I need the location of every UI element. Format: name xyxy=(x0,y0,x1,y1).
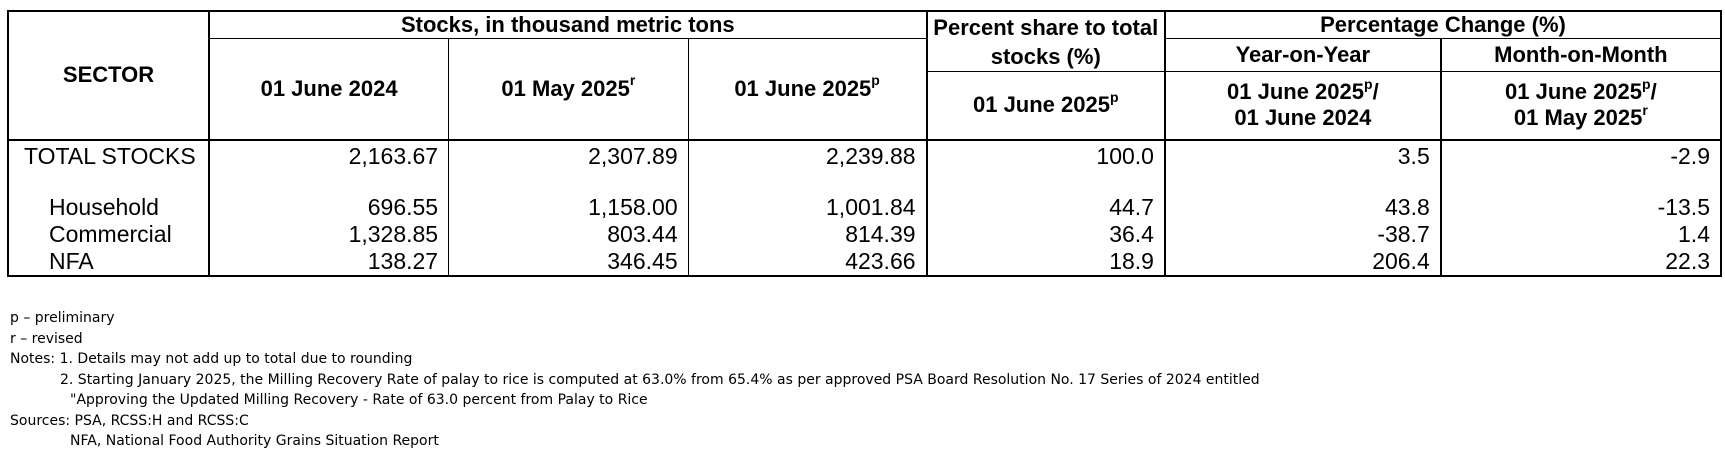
cell-yoy: 3.5 xyxy=(1164,139,1442,172)
cell-jun2025: 814.39 xyxy=(687,220,928,248)
col-header-01-june-2025: 01 June 2025p xyxy=(687,38,928,141)
preliminary-mark: p xyxy=(1109,88,1119,105)
year-on-year-header: Year-on-Year xyxy=(1164,38,1442,72)
cell-share: 18.9 xyxy=(926,247,1166,277)
percentage-change-header: Percentage Change (%) xyxy=(1164,10,1723,39)
percent-share-header: Percent share to total stocks (%) xyxy=(926,10,1166,72)
cell-jun2024: 1,328.85 xyxy=(348,220,439,247)
note-2: 2. Starting January 2025, the Milling Re… xyxy=(60,371,1260,388)
preliminary-mark: p xyxy=(1642,75,1651,92)
col-header-yoy-period: 01 June 2025p/01 June 2024 xyxy=(1164,71,1442,141)
table-row-commercial: Commercial 1,328.85 803.44 814.39 36.4 -… xyxy=(6,220,1723,248)
cell-share: 36.4 xyxy=(926,220,1166,248)
month-on-month-header: Month-on-Month xyxy=(1440,38,1723,72)
cell-mom: -13.5 xyxy=(1440,193,1723,221)
revised-mark: r xyxy=(1642,101,1648,118)
table-row-total-stocks: TOTAL STOCKS 2,163.67 2,307.89 2,239.88 … xyxy=(6,139,1723,172)
rice-stocks-table-container: SECTOR Stocks, in thousand metric tons P… xyxy=(6,10,1723,277)
cell-may2025: 346.45 xyxy=(448,247,689,277)
row-sector-label: Commercial xyxy=(6,220,211,248)
cell-share: 100.0 xyxy=(926,139,1166,172)
cell-mom: -2.9 xyxy=(1440,139,1723,172)
cell-jun2025: 423.66 xyxy=(687,247,928,277)
preliminary-mark: p xyxy=(871,72,880,89)
cell-yoy: 206.4 xyxy=(1164,247,1442,277)
revised-mark: r xyxy=(629,72,636,89)
col-header-01-june-2024: 01 June 2024 xyxy=(208,38,449,141)
table-row-household: Household 696.55 1,158.00 1,001.84 44.7 … xyxy=(6,193,1723,221)
col-header-mom-period: 01 June 2025p/01 May 2025r xyxy=(1440,71,1723,141)
preliminary-mark: p xyxy=(1364,75,1373,92)
cell-jun2025: 2,239.88 xyxy=(687,139,928,172)
legend-revised: r – revised xyxy=(10,330,83,347)
note-2-continued: "Approving the Updated Milling Recovery … xyxy=(70,392,648,408)
table-row-nfa: NFA 138.27 346.45 423.66 18.9 206.4 22.3 xyxy=(6,247,1723,277)
rice-stocks-table: SECTOR Stocks, in thousand metric tons P… xyxy=(6,10,1723,277)
cell-share: 44.7 xyxy=(926,193,1166,221)
cell-mom: 22.3 xyxy=(1440,247,1723,277)
cell-may2025: 2,307.89 xyxy=(448,139,689,172)
cell-yoy: 43.8 xyxy=(1164,193,1442,221)
col-header-01-may-2025: 01 May 2025r xyxy=(448,38,689,141)
stocks-group-header: Stocks, in thousand metric tons xyxy=(209,10,928,39)
cell-jun2024: 696.55 xyxy=(367,193,439,220)
cell-jun2024: 2,163.67 xyxy=(348,142,439,169)
cell-may2025: 1,158.00 xyxy=(448,193,689,221)
note-1: Notes: 1. Details may not add up to tota… xyxy=(10,351,413,367)
table-footnotes: p – preliminary r – revised Notes: 1. De… xyxy=(10,308,1260,452)
row-sector-label: TOTAL STOCKS xyxy=(6,139,211,172)
table-spacer-row xyxy=(6,171,1723,194)
sources-line: Sources: PSA, RCSS:H and RCSS:C xyxy=(10,412,249,429)
cell-jun2024: 138.27 xyxy=(209,247,449,277)
sector-header: SECTOR xyxy=(6,10,211,141)
legend-preliminary: p – preliminary xyxy=(10,310,115,326)
sources-line-continued: NFA, National Food Authority Grains Situ… xyxy=(70,433,439,449)
cell-yoy: -38.7 xyxy=(1164,220,1442,248)
row-sector-label: NFA xyxy=(6,247,211,277)
row-sector-label: Household xyxy=(6,193,211,221)
col-header-share-01-june-2025: 01 June 2025p xyxy=(926,71,1166,141)
cell-jun2025: 1,001.84 xyxy=(687,193,928,221)
cell-may2025: 803.44 xyxy=(448,220,689,248)
cell-mom: 1.4 xyxy=(1440,220,1723,248)
